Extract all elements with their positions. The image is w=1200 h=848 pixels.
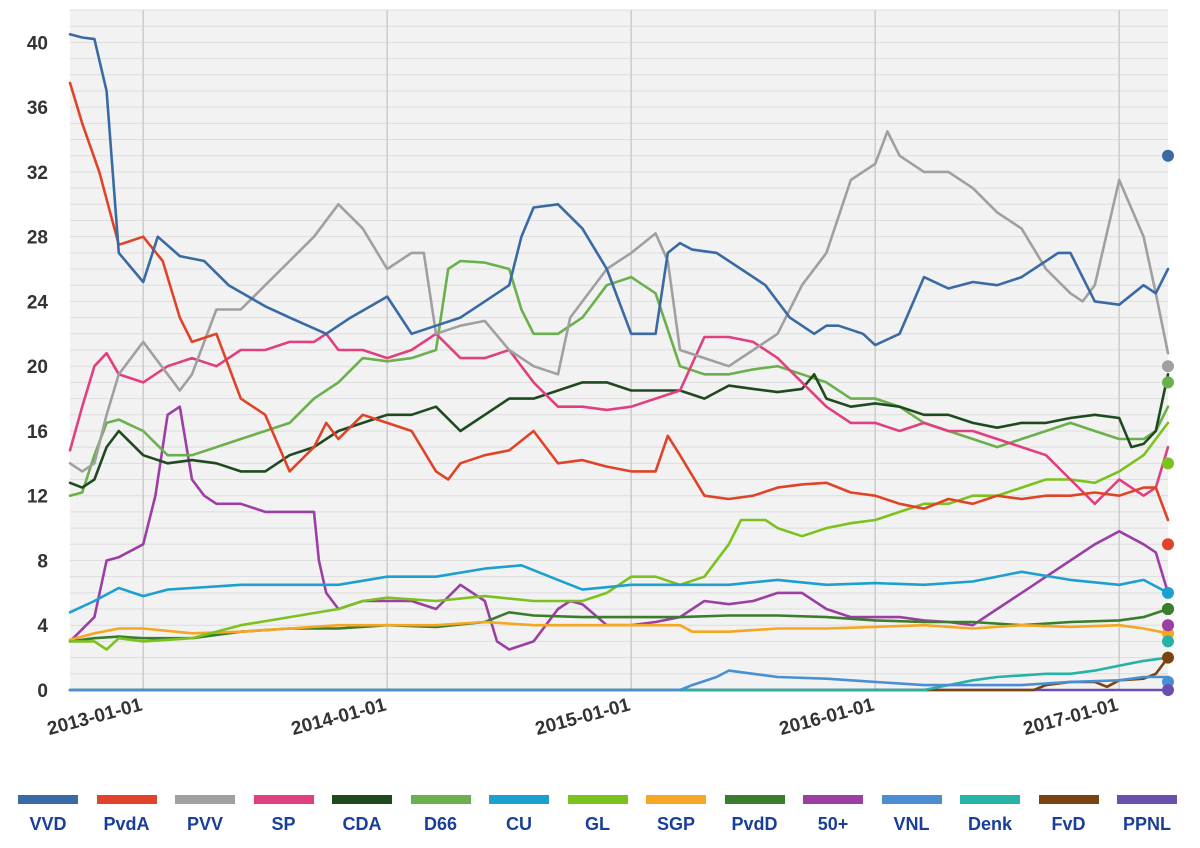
minor-gridlines bbox=[70, 9, 1168, 691]
legend-label: Denk bbox=[967, 814, 1012, 834]
legend-label: PvdD bbox=[731, 814, 778, 834]
legend-swatch bbox=[646, 795, 706, 804]
legend-swatch bbox=[960, 795, 1020, 804]
end-marker-d66 bbox=[1162, 376, 1174, 389]
legend-item-ppnl[interactable]: PPNL bbox=[1108, 792, 1186, 835]
series-line-50 bbox=[68, 405, 1170, 651]
legend-label: CU bbox=[506, 814, 532, 834]
legend: VVD PvdA PVV SP CDA D66 CU GL SGP PvdD 50+ VNL Denk F… bbox=[0, 792, 1200, 848]
y-tick-label: 28 bbox=[27, 228, 48, 249]
series-line-vvd bbox=[68, 32, 1170, 347]
end-marker-pvv bbox=[1162, 360, 1174, 373]
end-marker-vvd bbox=[1162, 149, 1174, 162]
legend-item-cda[interactable]: CDA bbox=[323, 792, 401, 835]
legend-item-pvdd[interactable]: PvdD bbox=[716, 792, 794, 835]
legend-label: SP bbox=[271, 814, 296, 834]
x-tick-label: 2017-01-01 bbox=[1021, 694, 1121, 740]
series-line-cu bbox=[68, 563, 1170, 614]
series-line-vnl bbox=[68, 669, 1170, 692]
legend-label: GL bbox=[585, 814, 610, 834]
x-axis: 2013-01-01 2014-01-01 2015-01-01 2016-01-01… bbox=[45, 694, 1121, 740]
end-marker-denk bbox=[1162, 635, 1174, 648]
end-marker-50 bbox=[1162, 619, 1174, 632]
legend-swatch bbox=[489, 795, 549, 804]
y-tick-label: 24 bbox=[27, 292, 49, 313]
legend-label: VNL bbox=[893, 814, 930, 834]
legend-item-denk[interactable]: Denk bbox=[951, 792, 1029, 835]
end-marker-gl bbox=[1162, 457, 1174, 470]
end-marker-fvd bbox=[1162, 651, 1174, 664]
y-tick-label: 4 bbox=[37, 616, 48, 637]
y-tick-label: 0 bbox=[37, 681, 48, 702]
legend-item-pvda[interactable]: PvdA bbox=[88, 792, 166, 835]
legend-item-vvd[interactable]: VVD bbox=[9, 792, 87, 835]
legend-swatch bbox=[881, 795, 942, 804]
legend-item-50[interactable]: 50+ bbox=[794, 792, 872, 835]
legend-item-fvd[interactable]: FvD bbox=[1030, 792, 1108, 835]
y-tick-label: 20 bbox=[27, 357, 48, 378]
x-tick-label: 2014-01-01 bbox=[289, 694, 389, 740]
x-tick-label: 2015-01-01 bbox=[533, 694, 633, 740]
legend-label: PPNL bbox=[1122, 814, 1171, 834]
series-line-gl bbox=[68, 421, 1170, 651]
y-tick-label: 40 bbox=[27, 33, 48, 54]
legend-label: PVV bbox=[186, 814, 224, 834]
legend-swatch bbox=[567, 795, 628, 804]
legend-item-cu[interactable]: CU bbox=[480, 792, 558, 835]
x-tick-label: 2013-01-01 bbox=[45, 694, 145, 740]
legend-swatch bbox=[18, 795, 78, 804]
legend-item-sp[interactable]: SP bbox=[245, 792, 323, 835]
legend-swatch bbox=[175, 795, 235, 804]
y-tick-label: 32 bbox=[27, 163, 48, 184]
legend-swatch bbox=[410, 795, 471, 804]
legend-label: SGP bbox=[656, 814, 695, 834]
legend-item-gl[interactable]: GL bbox=[559, 792, 637, 835]
series-line-sp bbox=[68, 332, 1170, 506]
legend-swatch bbox=[803, 795, 863, 804]
series-lines bbox=[68, 32, 1170, 692]
end-marker-cu bbox=[1162, 586, 1174, 599]
legend-swatch bbox=[724, 795, 785, 804]
y-tick-label: 8 bbox=[37, 551, 48, 572]
y-tick-label: 16 bbox=[27, 422, 48, 443]
legend-label: VVD bbox=[29, 814, 67, 834]
end-marker-pvdd bbox=[1162, 603, 1174, 616]
line-chart: 2013-01-01 2014-01-01 2015-01-01 2016-01-01… bbox=[27, 9, 1174, 740]
legend-item-sgp[interactable]: SGP bbox=[637, 792, 715, 835]
series-line-cda bbox=[68, 372, 1170, 489]
legend-label: CDA bbox=[342, 814, 382, 834]
legend-item-vnl[interactable]: VNL bbox=[873, 792, 951, 835]
end-markers bbox=[1162, 149, 1174, 696]
legend-label: FvD bbox=[1051, 814, 1086, 834]
series-line-d66 bbox=[68, 259, 1170, 498]
legend-label: PvdA bbox=[103, 814, 150, 834]
legend-label: D66 bbox=[423, 814, 458, 834]
legend-item-d66[interactable]: D66 bbox=[402, 792, 480, 835]
legend-swatch bbox=[332, 795, 392, 804]
x-tick-label: 2016-01-01 bbox=[777, 694, 877, 740]
legend-swatch bbox=[1117, 795, 1177, 804]
series-line-pvda bbox=[68, 81, 1170, 522]
legend-item-pvv[interactable]: PVV bbox=[166, 792, 244, 835]
y-tick-label: 36 bbox=[27, 98, 48, 119]
end-marker-ppnl bbox=[1162, 684, 1174, 696]
legend-label: 50+ bbox=[817, 814, 849, 834]
legend-swatch bbox=[253, 795, 314, 804]
legend-swatch bbox=[1038, 795, 1099, 804]
end-marker-pvda bbox=[1162, 538, 1174, 551]
y-tick-label: 12 bbox=[27, 487, 48, 508]
legend-swatch bbox=[96, 795, 157, 804]
series-line-pvdd bbox=[68, 607, 1170, 643]
y-axis: 0 4 8 12 16 20 24 28 32 36 40 bbox=[27, 33, 49, 702]
